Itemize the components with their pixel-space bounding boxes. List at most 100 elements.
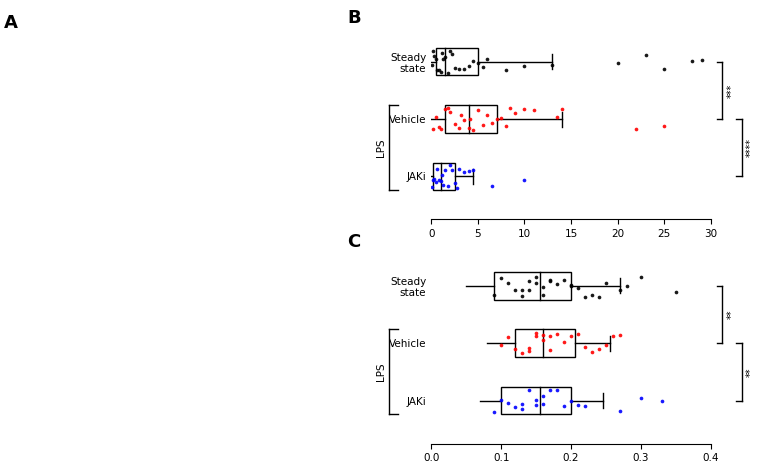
Point: [445, 50, 458, 58]
Point: [448, 120, 461, 127]
Point: [607, 332, 619, 340]
Point: [434, 68, 447, 76]
Point: [433, 123, 445, 130]
Point: [442, 183, 455, 190]
Point: [658, 65, 671, 72]
Point: [537, 283, 549, 290]
Point: [544, 333, 556, 340]
Point: [430, 56, 442, 63]
Point: [530, 401, 542, 409]
Point: [437, 181, 450, 189]
Point: [495, 396, 507, 404]
Point: [430, 165, 443, 173]
Point: [546, 61, 559, 69]
Point: [439, 105, 451, 113]
Point: [614, 408, 626, 415]
Point: [476, 63, 489, 70]
Point: [614, 286, 626, 294]
Point: [502, 333, 514, 341]
Point: [448, 64, 461, 72]
Text: LPS: LPS: [376, 138, 386, 157]
Point: [686, 57, 699, 65]
Point: [504, 105, 517, 112]
Point: [551, 386, 563, 394]
Point: [635, 273, 647, 280]
Text: ***: ***: [726, 83, 737, 98]
Point: [579, 344, 591, 351]
Point: [451, 184, 464, 191]
Point: [500, 122, 512, 130]
X-axis label: Bone resorbing index (A.U.): Bone resorbing index (A.U.): [494, 245, 648, 255]
Point: [530, 333, 542, 340]
Point: [614, 331, 626, 339]
Point: [434, 125, 447, 133]
Point: [516, 406, 528, 413]
Point: [509, 403, 521, 411]
Point: [436, 172, 448, 179]
Point: [428, 53, 441, 60]
Point: [462, 124, 475, 132]
Point: [611, 59, 624, 66]
Text: **: **: [726, 310, 737, 319]
Point: [656, 397, 668, 404]
Point: [523, 344, 535, 352]
Point: [544, 386, 556, 394]
Point: [635, 394, 647, 402]
Point: [444, 108, 456, 116]
Point: [495, 114, 507, 122]
Point: [695, 56, 708, 64]
Point: [467, 167, 479, 174]
Point: [439, 166, 451, 173]
Point: [579, 293, 591, 300]
Point: [530, 330, 542, 337]
Point: [530, 396, 542, 404]
Point: [462, 63, 475, 70]
Point: [427, 126, 439, 133]
Point: [488, 408, 500, 416]
Point: [530, 279, 542, 286]
Point: [453, 65, 465, 73]
Bar: [433, 163, 455, 190]
Point: [481, 56, 493, 63]
Point: [430, 66, 443, 73]
Point: [495, 341, 507, 349]
Point: [486, 183, 498, 190]
Point: [537, 336, 549, 344]
Point: [464, 115, 476, 123]
Text: C: C: [347, 233, 361, 251]
Point: [630, 125, 643, 132]
Point: [462, 168, 475, 175]
Point: [502, 279, 514, 287]
Point: [558, 339, 570, 346]
Point: [586, 291, 598, 298]
Point: [436, 50, 448, 57]
Point: [437, 56, 450, 63]
Point: [490, 115, 503, 122]
Point: [565, 282, 577, 289]
Point: [518, 176, 531, 184]
Point: [551, 113, 563, 120]
Point: [488, 291, 500, 298]
Text: A: A: [4, 14, 18, 32]
Point: [453, 165, 465, 173]
Point: [558, 276, 570, 283]
Point: [621, 282, 633, 290]
Point: [537, 291, 549, 298]
Text: **: **: [746, 367, 756, 377]
Point: [509, 346, 521, 353]
Point: [445, 166, 458, 174]
Point: [551, 331, 563, 338]
Point: [472, 59, 484, 67]
Point: [556, 106, 568, 113]
Point: [572, 331, 584, 338]
Bar: [494, 272, 571, 300]
Point: [467, 126, 479, 134]
Point: [530, 273, 542, 281]
Point: [430, 113, 442, 120]
Point: [670, 288, 682, 295]
Bar: [501, 387, 571, 414]
Point: [593, 293, 605, 300]
Bar: [436, 48, 478, 76]
Point: [518, 63, 531, 70]
Point: [481, 112, 493, 119]
